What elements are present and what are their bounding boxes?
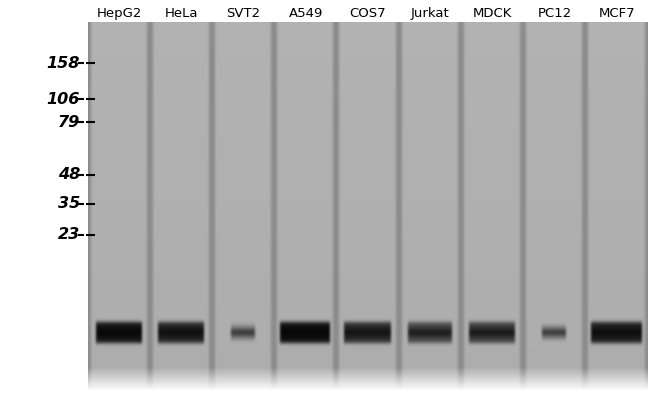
Text: 106: 106 bbox=[47, 92, 80, 107]
Text: 35: 35 bbox=[58, 196, 80, 211]
Text: PC12: PC12 bbox=[538, 7, 572, 20]
Text: Jurkat: Jurkat bbox=[411, 7, 450, 20]
Text: SVT2: SVT2 bbox=[226, 7, 261, 20]
Text: MDCK: MDCK bbox=[473, 7, 512, 20]
Text: 158: 158 bbox=[47, 56, 80, 71]
Text: MCF7: MCF7 bbox=[599, 7, 635, 20]
Text: HepG2: HepG2 bbox=[96, 7, 142, 20]
Text: A549: A549 bbox=[289, 7, 323, 20]
Text: 23: 23 bbox=[58, 227, 80, 242]
Text: HeLa: HeLa bbox=[164, 7, 198, 20]
Text: 48: 48 bbox=[58, 167, 80, 182]
Text: COS7: COS7 bbox=[350, 7, 386, 20]
Text: 79: 79 bbox=[58, 115, 80, 130]
